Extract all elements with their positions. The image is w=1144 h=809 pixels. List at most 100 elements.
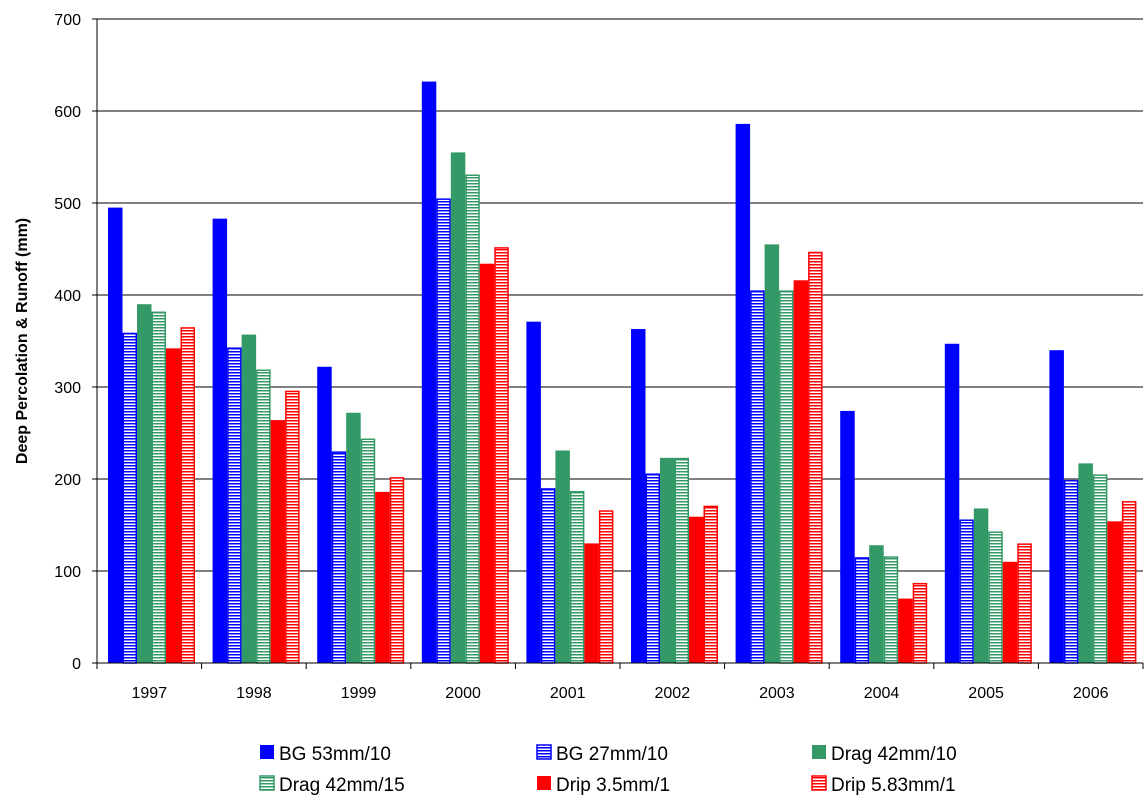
bar-2006-series-6 — [1121, 501, 1137, 664]
bar-2003-series-4 — [779, 290, 794, 664]
legend-swatch — [811, 775, 827, 791]
y-tick-label: 400 — [54, 288, 81, 305]
legend-label: BG 53mm/10 — [279, 744, 391, 765]
axes: 0 100 200 300 400 500 600 700 1997 1998 1999 2000 20… — [54, 12, 1144, 702]
legend-swatch — [260, 745, 274, 759]
x-tick-label: 1999 — [341, 685, 377, 702]
bar-2000-series-1 — [421, 81, 437, 663]
legend-label: Drip 5.83mm/1 — [831, 775, 956, 796]
bar-1999-series-2 — [331, 451, 347, 664]
bar-2002-series-1 — [631, 329, 646, 663]
bar-2006-series-5 — [1107, 521, 1122, 663]
bar-2006-series-2 — [1063, 479, 1079, 664]
legend-label: Drag 42mm/10 — [831, 744, 957, 765]
legend-label: Drag 42mm/15 — [279, 775, 405, 796]
legend-label: BG 27mm/10 — [556, 744, 668, 765]
legend-swatch — [259, 775, 275, 791]
y-tick-label: 100 — [54, 564, 81, 581]
legend: BG 53mm/10 BG 27mm/10 Drag 42mm/10 Drag 42m… — [259, 744, 957, 796]
bar-2002-series-3 — [660, 457, 675, 663]
bar-1997-series-3 — [137, 304, 152, 663]
bar-2004-series-1 — [840, 410, 855, 663]
bar-1997-series-1 — [108, 207, 123, 663]
bar-2004-series-5 — [898, 598, 913, 663]
bar-2003-series-2 — [750, 290, 765, 664]
bar-2005-series-6 — [1017, 543, 1032, 664]
y-tick-label: 300 — [54, 380, 81, 397]
bar-2002-series-6 — [703, 505, 718, 664]
x-tick-label: 2003 — [759, 685, 795, 702]
bar-2000-series-2 — [436, 198, 451, 664]
y-tick-label: 0 — [72, 656, 81, 673]
bar-1997-series-4 — [151, 311, 166, 664]
bar-2004-series-6 — [912, 582, 928, 664]
legend-item: Drip 5.83mm/1 — [811, 775, 956, 796]
bar-1999-series-5 — [375, 491, 390, 663]
bar-2001-series-3 — [555, 450, 570, 663]
legend-item: Drag 42mm/10 — [812, 744, 957, 765]
bar-1999-series-1 — [317, 366, 332, 663]
bars — [108, 81, 1137, 664]
bar-1998-series-2 — [227, 347, 242, 664]
bar-2004-series-4 — [883, 556, 899, 664]
bar-2003-series-3 — [764, 244, 780, 663]
bar-1999-series-4 — [360, 438, 376, 664]
bar-1998-series-6 — [285, 390, 300, 664]
legend-item: Drag 42mm/15 — [259, 775, 405, 796]
bar-2001-series-6 — [598, 510, 614, 664]
x-tick-label: 2002 — [655, 685, 691, 702]
bar-2001-series-4 — [569, 490, 585, 664]
bar-2005-series-4 — [988, 531, 1003, 664]
bar-1997-series-2 — [122, 332, 137, 664]
bar-1998-series-5 — [270, 420, 286, 663]
legend-item: Drip 3.5mm/1 — [537, 775, 670, 796]
bar-2004-series-2 — [854, 557, 870, 664]
bar-2001-series-2 — [540, 488, 556, 664]
bar-2003-series-1 — [735, 123, 751, 663]
legend-label: Drip 3.5mm/1 — [556, 775, 670, 796]
x-tick-label: 2004 — [864, 685, 900, 702]
bar-2002-series-4 — [674, 457, 689, 664]
bar-2005-series-1 — [944, 343, 960, 663]
y-tick-label: 600 — [54, 104, 81, 121]
bar-2003-series-5 — [793, 280, 809, 663]
legend-swatch — [812, 745, 826, 759]
bar-1998-series-3 — [241, 334, 257, 663]
bar-2001-series-5 — [584, 543, 599, 663]
y-tick-label: 200 — [54, 472, 81, 489]
bar-2001-series-1 — [526, 321, 541, 663]
bar-1997-series-5 — [166, 348, 181, 663]
legend-item: BG 27mm/10 — [536, 744, 668, 765]
x-tick-label: 1998 — [236, 685, 272, 702]
bar-2006-series-4 — [1092, 474, 1108, 664]
bar-2005-series-5 — [1002, 561, 1018, 663]
y-tick-label: 500 — [54, 196, 81, 213]
x-tick-label: 1997 — [132, 685, 168, 702]
bar-1998-series-1 — [212, 218, 228, 663]
bar-2002-series-5 — [689, 516, 704, 663]
x-tick-label: 2005 — [968, 685, 1004, 702]
bar-2000-series-6 — [494, 247, 509, 664]
bar-2005-series-2 — [959, 519, 974, 664]
legend-item: BG 53mm/10 — [260, 744, 391, 765]
y-axis-label: Deep Percolation & Runoff (mm) — [14, 218, 31, 464]
bar-2000-series-4 — [465, 174, 480, 664]
bar-2006-series-1 — [1049, 350, 1064, 663]
x-tick-label: 2001 — [550, 685, 586, 702]
bar-1997-series-6 — [180, 327, 195, 664]
x-tick-label: 2006 — [1073, 685, 1109, 702]
bar-2003-series-6 — [808, 251, 823, 664]
y-tick-label: 700 — [54, 12, 81, 29]
x-tick-label: 2000 — [445, 685, 481, 702]
bar-1999-series-6 — [389, 477, 405, 664]
legend-swatch — [537, 776, 551, 790]
bar-2006-series-3 — [1078, 463, 1093, 663]
legend-swatch — [536, 744, 552, 760]
bar-2002-series-2 — [645, 473, 660, 664]
bar-2004-series-3 — [869, 545, 884, 663]
bar-2000-series-3 — [450, 152, 466, 663]
bar-2005-series-3 — [973, 508, 989, 663]
bar-2000-series-5 — [479, 263, 495, 663]
bar-1999-series-3 — [346, 412, 361, 663]
